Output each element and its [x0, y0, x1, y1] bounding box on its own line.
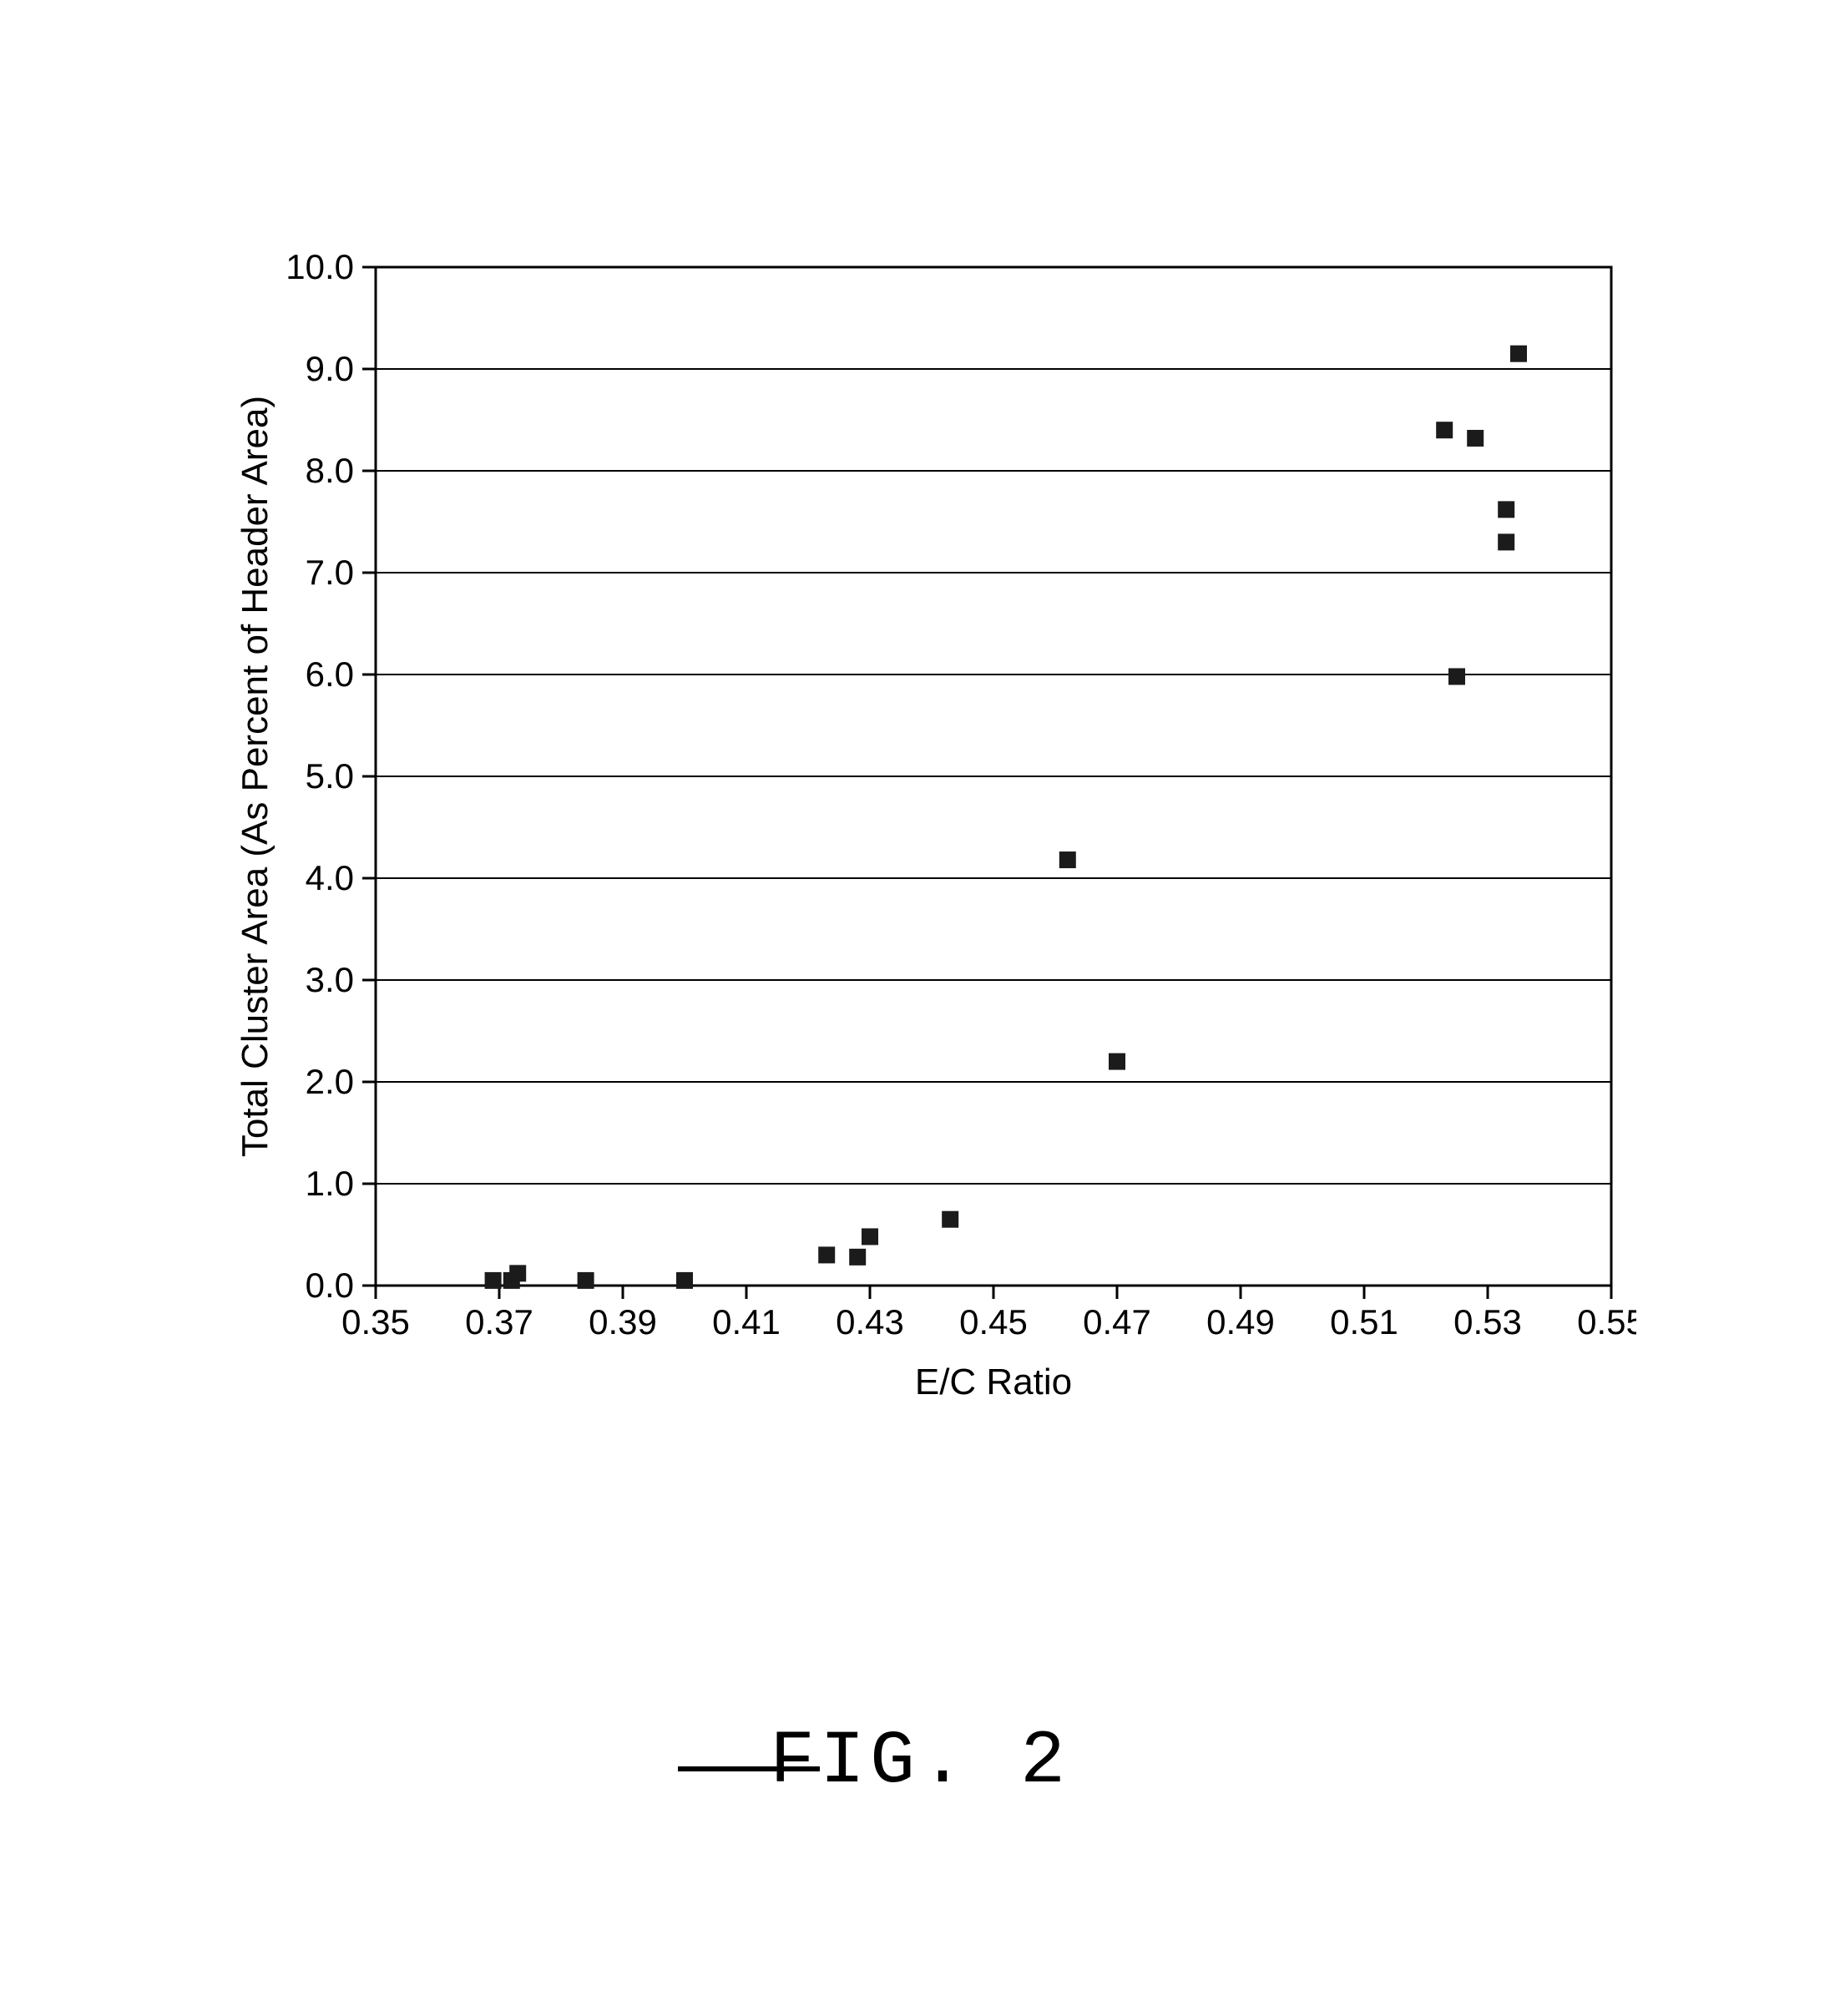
figure-caption-text: FIG. 2 [770, 1720, 1070, 1805]
data-point [509, 1265, 526, 1281]
figure-caption: FIG. 2 [0, 1720, 1840, 1805]
data-point [485, 1272, 502, 1289]
x-tick-label: 0.55 [1577, 1302, 1636, 1341]
data-point [1498, 501, 1514, 518]
y-tick-label: 7.0 [306, 553, 354, 592]
x-tick-label: 0.45 [959, 1302, 1028, 1341]
x-tick-label: 0.49 [1206, 1302, 1275, 1341]
y-tick-label: 1.0 [306, 1164, 354, 1203]
caption-strike-line [678, 1766, 820, 1771]
data-point [1059, 851, 1076, 868]
data-point [1467, 430, 1484, 447]
x-tick-label: 0.39 [589, 1302, 657, 1341]
y-tick-label: 4.0 [306, 858, 354, 897]
scatter-chart: 0.35 0.37 0.39 0.41 0.43 0.45 0.47 0.49 0.51 0.53… [234, 250, 1636, 1419]
x-tick-label: 0.35 [341, 1302, 410, 1341]
y-tick-label: 9.0 [306, 349, 354, 388]
x-tick-label: 0.47 [1083, 1302, 1151, 1341]
chart-svg: 0.35 0.37 0.39 0.41 0.43 0.45 0.47 0.49 0.51 0.53… [234, 250, 1636, 1419]
y-tick-label: 5.0 [306, 756, 354, 796]
data-point [942, 1211, 958, 1228]
data-point [1448, 668, 1465, 685]
x-tick-label: 0.41 [712, 1302, 781, 1341]
caption-text: FIG. 2 [770, 1720, 1070, 1805]
data-point [1109, 1053, 1125, 1070]
x-axis-label: E/C Ratio [915, 1362, 1072, 1402]
y-tick-label: 8.0 [306, 451, 354, 490]
data-point [578, 1272, 594, 1289]
y-tick-label: 10.0 [286, 250, 354, 286]
y-tick-label: 6.0 [306, 654, 354, 694]
data-point [1510, 346, 1527, 362]
y-axis-label: Total Cluster Area (As Percent of Header… [235, 396, 275, 1157]
x-tick-label: 0.51 [1330, 1302, 1398, 1341]
page: 0.35 0.37 0.39 0.41 0.43 0.45 0.47 0.49 0.51 0.53… [0, 0, 1840, 2016]
y-tick-label: 0.0 [306, 1266, 354, 1305]
x-tick-label: 0.43 [836, 1302, 904, 1341]
data-point [1436, 422, 1453, 438]
x-tick-label: 0.37 [465, 1302, 533, 1341]
data-point [849, 1249, 866, 1266]
data-point [862, 1228, 878, 1245]
y-tick-label: 2.0 [306, 1062, 354, 1101]
x-tick-label: 0.53 [1453, 1302, 1522, 1341]
data-point [1498, 533, 1514, 550]
y-tick-label: 3.0 [306, 960, 354, 999]
data-point [676, 1272, 693, 1289]
data-point [818, 1246, 835, 1263]
